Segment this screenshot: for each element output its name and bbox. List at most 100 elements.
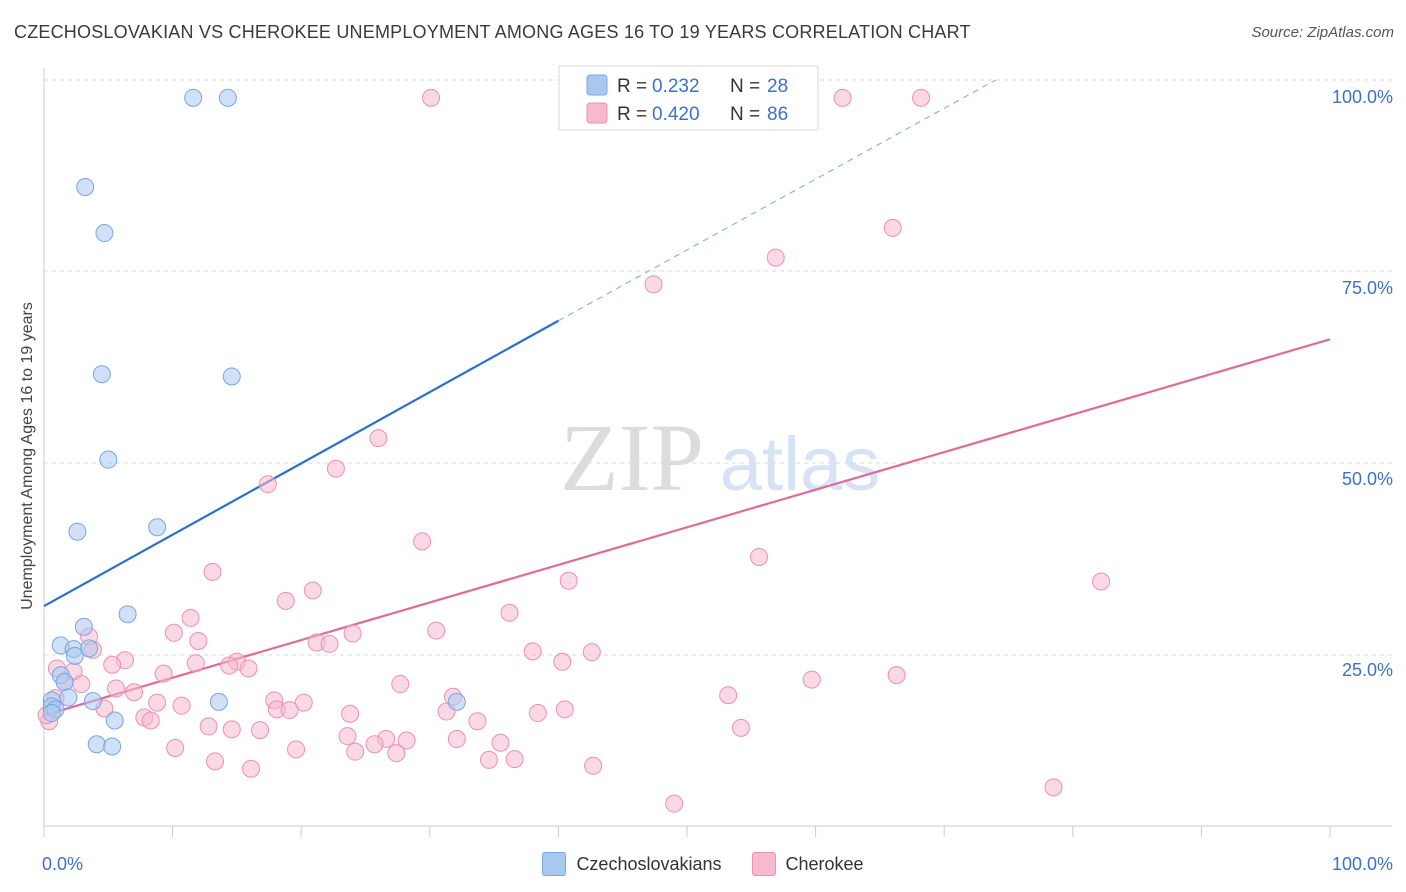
point-czechoslovakians xyxy=(99,450,118,469)
point-cherokee xyxy=(141,711,160,730)
point-czechoslovakians xyxy=(447,692,466,711)
point-cherokee xyxy=(1044,778,1063,797)
point-cherokee xyxy=(222,720,241,739)
watermark-zip: ZIP xyxy=(560,404,704,511)
point-czechoslovakians xyxy=(68,522,87,541)
point-cherokee xyxy=(189,631,208,650)
point-cherokee xyxy=(154,664,173,683)
point-cherokee xyxy=(148,693,167,712)
point-cherokee xyxy=(294,693,313,712)
y-tick-label: 50.0% xyxy=(1342,469,1393,489)
point-cherokee xyxy=(387,744,406,763)
point-czechoslovakians xyxy=(184,88,203,107)
legend-n-value: 28 xyxy=(767,76,788,97)
point-cherokee xyxy=(326,459,345,478)
point-cherokee xyxy=(164,623,183,642)
point-cherokee xyxy=(584,756,603,775)
point-cherokee xyxy=(553,652,572,671)
point-cherokee xyxy=(397,731,416,750)
point-cherokee xyxy=(287,740,306,759)
point-cherokee xyxy=(181,608,200,627)
trend-line-cherokee xyxy=(43,338,1331,717)
y-axis-label: Unemployment Among Ages 16 to 19 years xyxy=(19,302,36,610)
watermark-atlas: atlas xyxy=(720,422,881,507)
point-czechoslovakians xyxy=(65,646,84,665)
point-cherokee xyxy=(220,656,239,675)
point-cherokee xyxy=(72,675,91,694)
point-czechoslovakians xyxy=(118,605,137,624)
point-cherokee xyxy=(491,733,510,752)
point-czechoslovakians xyxy=(95,224,114,243)
y-tick-label: 25.0% xyxy=(1342,660,1393,680)
point-cherokee xyxy=(242,759,261,778)
data-points xyxy=(37,88,1111,813)
point-cherokee xyxy=(280,701,299,720)
grid-lines xyxy=(44,79,1392,656)
point-cherokee xyxy=(1092,572,1111,591)
bottom-legend: Czechoslovakians Cherokee xyxy=(0,852,1406,876)
point-cherokee xyxy=(258,475,277,494)
axes xyxy=(43,68,1392,837)
point-cherokee xyxy=(500,603,519,622)
point-cherokee xyxy=(251,721,270,740)
trend-line-czechoslovakians xyxy=(43,319,559,608)
point-cherokee xyxy=(766,248,785,267)
legend-item-czechoslovakians: Czechoslovakians xyxy=(542,852,722,876)
legend-n-value: 86 xyxy=(767,104,788,125)
point-cherokee xyxy=(912,88,931,107)
point-cherokee xyxy=(166,738,185,757)
legend-r-label: R = xyxy=(617,104,647,125)
point-cherokee xyxy=(413,532,432,551)
legend-label-czechoslovakians: Czechoslovakians xyxy=(576,853,722,874)
point-cherokee xyxy=(103,655,122,674)
point-cherokee xyxy=(555,700,574,719)
point-cherokee xyxy=(341,704,360,723)
point-cherokee xyxy=(346,742,365,761)
point-cherokee xyxy=(186,654,205,673)
point-czechoslovakians xyxy=(148,518,167,537)
x-tick-label: 100.0% xyxy=(1332,854,1393,874)
point-czechoslovakians xyxy=(76,177,95,196)
point-cherokee xyxy=(802,670,821,689)
point-cherokee xyxy=(365,735,384,754)
legend-item-cherokee: Cherokee xyxy=(751,852,864,876)
y-tick-label: 75.0% xyxy=(1342,278,1393,298)
point-cherokee xyxy=(203,562,222,581)
point-cherokee xyxy=(199,717,218,736)
legend-swatch-pink xyxy=(751,852,776,876)
point-cherokee xyxy=(206,752,225,771)
point-cherokee xyxy=(338,727,357,746)
point-czechoslovakians xyxy=(87,735,106,754)
tick-labels: 25.0% 50.0% 75.0% 100.0% 0.0% 100.0% xyxy=(42,87,1393,874)
point-cherokee xyxy=(447,730,466,749)
point-czechoslovakians xyxy=(42,704,61,723)
watermark: ZIP atlas xyxy=(560,404,880,511)
point-czechoslovakians xyxy=(209,692,228,711)
point-cherokee xyxy=(582,643,601,662)
chart-title: CZECHOSLOVAKIAN VS CHEROKEE UNEMPLOYMENT… xyxy=(14,22,971,42)
point-cherokee xyxy=(468,712,487,731)
legend-swatch-blue xyxy=(542,852,567,876)
point-cherokee xyxy=(422,88,441,107)
point-cherokee xyxy=(505,750,524,769)
point-czechoslovakians xyxy=(74,617,93,636)
legend-n-label: N = xyxy=(730,76,760,97)
point-czechoslovakians xyxy=(55,672,74,691)
source-credit: Source: ZipAtlas.com xyxy=(1251,24,1394,41)
trend-lines xyxy=(43,79,1331,717)
legend-box: R = 0.232 N = 28 R = 0.420 N = 86 xyxy=(558,65,819,131)
point-czechoslovakians xyxy=(83,692,102,711)
point-cherokee xyxy=(172,696,191,715)
point-cherokee xyxy=(665,794,684,813)
point-cherokee xyxy=(427,621,446,640)
point-cherokee xyxy=(833,88,852,107)
x-tick-label: 0.0% xyxy=(42,854,83,874)
legend-r-label: R = xyxy=(617,76,647,97)
legend-swatch xyxy=(586,74,608,96)
point-cherokee xyxy=(528,704,547,723)
point-cherokee xyxy=(479,750,498,769)
point-cherokee xyxy=(391,675,410,694)
legend-label-cherokee: Cherokee xyxy=(785,853,864,874)
legend-n-label: N = xyxy=(730,104,760,125)
